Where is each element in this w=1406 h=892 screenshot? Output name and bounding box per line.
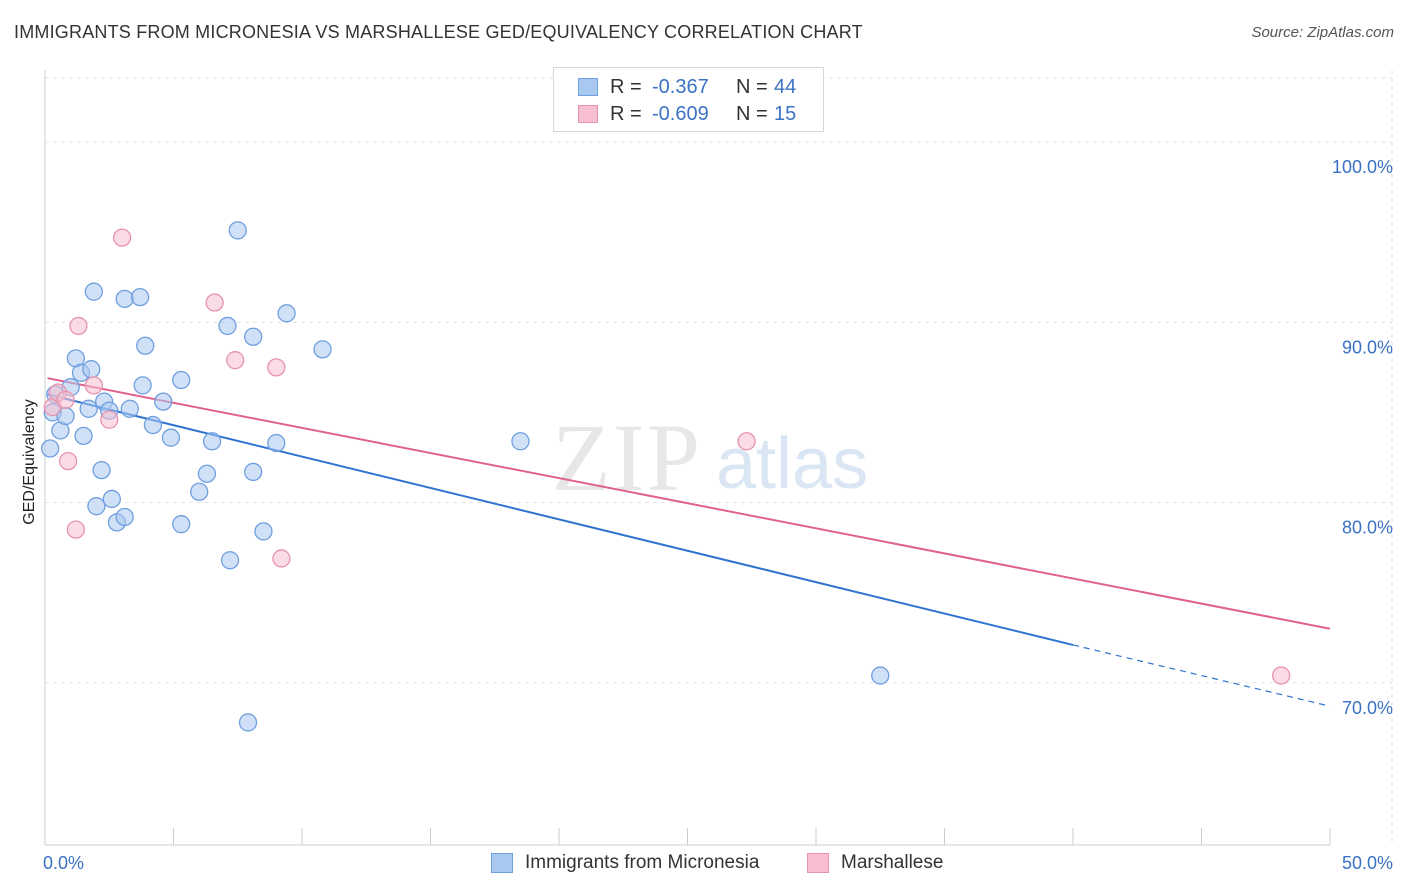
data-point-micronesia	[133, 376, 152, 395]
data-point-micronesia	[120, 399, 139, 418]
data-point-micronesia	[115, 507, 134, 527]
data-point-micronesia	[220, 551, 240, 570]
data-point-micronesia	[267, 433, 286, 453]
data-point-micronesia	[511, 432, 530, 451]
bottom-legend: Immigrants from Micronesia Marshallese	[0, 852, 1406, 878]
y-tick-label: 70.0%	[1342, 698, 1393, 718]
axes	[44, 70, 1331, 846]
data-point-marshallese	[100, 410, 119, 429]
legend-n-label: N =	[736, 75, 768, 98]
data-point-micronesia	[102, 489, 121, 509]
trend-line-extension	[1072, 644, 1331, 707]
data-point-micronesia	[202, 432, 222, 451]
data-point-micronesia	[254, 522, 273, 541]
data-point-marshallese	[737, 432, 756, 451]
data-point-micronesia	[244, 462, 263, 482]
y-axis-label: GED/Equivalency	[21, 399, 38, 524]
data-point-micronesia	[79, 399, 98, 418]
watermark-zip: ZIP	[552, 404, 702, 511]
trend-line	[47, 377, 1331, 630]
legend-r-label: R =	[610, 75, 642, 98]
data-points	[40, 221, 1291, 732]
x-tick-label: 50.0%	[1342, 853, 1393, 873]
data-point-micronesia	[154, 392, 173, 411]
bottom-legend-micronesia: Immigrants from Micronesia	[491, 852, 759, 874]
data-point-micronesia	[218, 316, 237, 336]
gridlines	[45, 70, 1393, 845]
legend-row-marshallese: R = -0.609 N = 15	[554, 101, 796, 127]
bottom-legend-label-marshallese: Marshallese	[841, 852, 944, 873]
data-point-micronesia	[172, 370, 191, 390]
x-tick-label: 0.0%	[43, 853, 84, 873]
data-point-micronesia	[244, 327, 263, 346]
data-point-micronesia	[197, 464, 217, 483]
legend-n-value-micronesia: 44	[774, 75, 797, 98]
data-point-micronesia	[84, 282, 103, 301]
bottom-legend-swatch-micronesia	[491, 853, 513, 873]
legend-row-micronesia: R = -0.367 N = 44	[554, 74, 796, 100]
source-label: Source: ZipAtlas.com	[1251, 24, 1394, 41]
data-point-micronesia	[115, 289, 134, 309]
legend-r-value-micronesia: -0.367	[652, 75, 709, 98]
legend-r-value-marshallese: -0.609	[652, 102, 709, 125]
legend: R = -0.367 N = 44 R = -0.609 N = 15	[553, 67, 824, 132]
y-tick-label: 80.0%	[1342, 518, 1393, 538]
bottom-legend-marshallese: Marshallese	[807, 852, 943, 874]
data-point-micronesia	[74, 426, 93, 446]
data-point-micronesia	[136, 336, 155, 355]
data-point-micronesia	[161, 428, 181, 447]
chart-title: IMMIGRANTS FROM MICRONESIA VS MARSHALLES…	[14, 22, 863, 42]
data-point-marshallese	[226, 351, 245, 370]
data-point-marshallese	[69, 316, 88, 336]
data-point-micronesia	[313, 340, 332, 359]
data-point-micronesia	[143, 415, 163, 435]
data-point-micronesia	[87, 497, 106, 516]
data-point-micronesia	[228, 221, 247, 240]
data-point-marshallese	[1272, 666, 1291, 685]
legend-r-label: R =	[610, 102, 642, 125]
watermark-atlas: atlas	[716, 424, 868, 504]
data-point-marshallese	[66, 520, 85, 539]
data-point-marshallese	[58, 451, 78, 471]
tick-labels: 70.0% 80.0% 90.0% 100.0% 0.0% 50.0%	[43, 157, 1393, 873]
data-point-marshallese	[205, 293, 224, 312]
data-point-micronesia	[277, 304, 296, 323]
legend-n-label: N =	[736, 102, 768, 125]
data-point-marshallese	[267, 358, 286, 377]
data-point-micronesia	[82, 360, 101, 379]
data-point-micronesia	[130, 287, 150, 307]
watermark: ZIP atlas	[552, 404, 868, 511]
data-point-micronesia	[172, 515, 191, 534]
bottom-legend-swatch-marshallese	[807, 853, 829, 873]
y-tick-label: 100.0%	[1332, 157, 1393, 177]
data-point-marshallese	[272, 549, 291, 568]
data-point-micronesia	[238, 713, 258, 732]
legend-swatch-micronesia	[578, 78, 598, 96]
data-point-micronesia	[40, 439, 60, 458]
legend-n-value-marshallese: 15	[774, 102, 797, 125]
data-point-marshallese	[84, 376, 103, 395]
data-point-micronesia	[92, 460, 111, 480]
data-point-marshallese	[56, 390, 75, 409]
data-point-marshallese	[112, 228, 132, 247]
legend-swatch-marshallese	[578, 105, 598, 123]
bottom-legend-label-micronesia: Immigrants from Micronesia	[525, 852, 760, 873]
y-tick-label: 90.0%	[1342, 337, 1393, 357]
data-point-micronesia	[871, 666, 890, 685]
data-point-micronesia	[190, 482, 209, 501]
